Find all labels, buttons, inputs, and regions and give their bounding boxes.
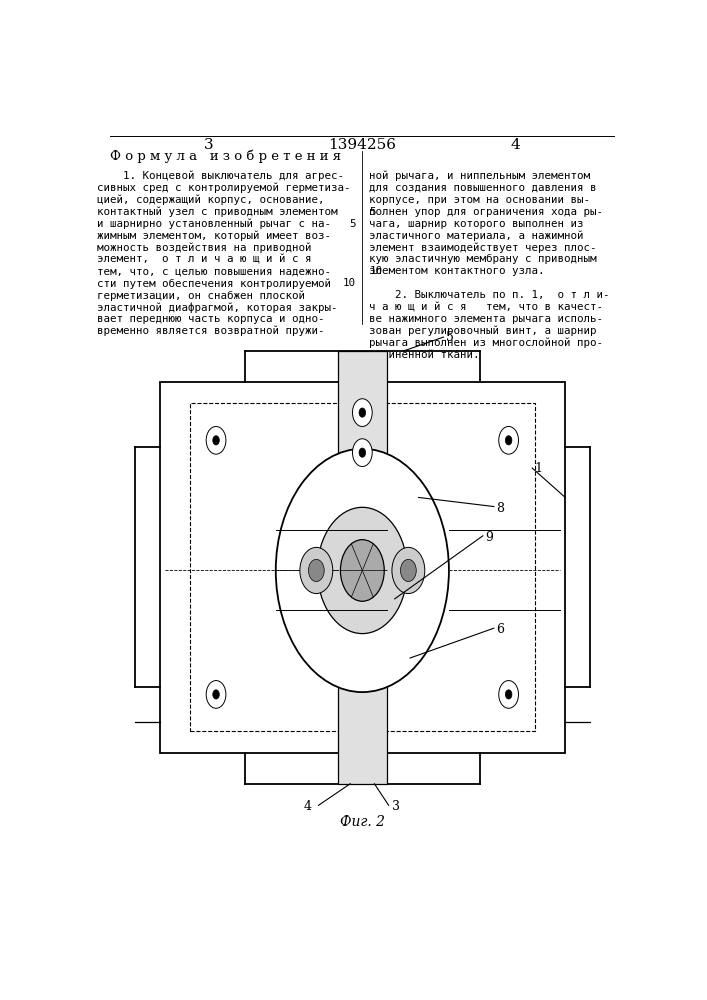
Circle shape bbox=[341, 540, 385, 601]
Text: 9: 9 bbox=[485, 531, 493, 544]
Circle shape bbox=[206, 681, 226, 708]
Text: 3: 3 bbox=[392, 800, 400, 813]
Circle shape bbox=[276, 449, 449, 692]
Bar bbox=[160, 382, 565, 753]
Circle shape bbox=[359, 448, 366, 457]
Circle shape bbox=[353, 439, 372, 467]
Text: 5: 5 bbox=[370, 207, 376, 217]
Text: 10: 10 bbox=[342, 278, 355, 288]
Text: и шарнирно установленный рычаг с на-: и шарнирно установленный рычаг с на- bbox=[97, 219, 331, 229]
Circle shape bbox=[392, 547, 425, 594]
Circle shape bbox=[498, 681, 518, 708]
Circle shape bbox=[317, 507, 407, 634]
Text: 1394256: 1394256 bbox=[328, 138, 397, 152]
Text: цией, содержащий корпус, основание,: цией, содержащий корпус, основание, bbox=[97, 195, 324, 205]
Circle shape bbox=[213, 690, 219, 699]
Circle shape bbox=[308, 559, 325, 582]
Circle shape bbox=[213, 436, 219, 445]
Text: Фиг. 2: Фиг. 2 bbox=[340, 815, 385, 829]
Text: элемент,  о т л и ч а ю щ и й с я: элемент, о т л и ч а ю щ и й с я bbox=[97, 254, 311, 264]
Circle shape bbox=[400, 559, 416, 582]
Circle shape bbox=[353, 399, 372, 426]
Text: зован регулировочный винт, а шарнир: зован регулировочный винт, а шарнир bbox=[370, 326, 597, 336]
Text: корпусе, при этом на основании вы-: корпусе, при этом на основании вы- bbox=[370, 195, 590, 205]
Text: чага, шарнир которого выполнен из: чага, шарнир которого выполнен из bbox=[370, 219, 584, 229]
Circle shape bbox=[506, 436, 512, 445]
Text: временно является возвратной пружи-: временно является возвратной пружи- bbox=[97, 326, 324, 336]
Text: тем, что, с целью повышения надежно-: тем, что, с целью повышения надежно- bbox=[97, 266, 331, 276]
Circle shape bbox=[359, 408, 366, 417]
Text: 1. Концевой выключатель для агрес-: 1. Концевой выключатель для агрес- bbox=[97, 171, 344, 181]
Text: можность воздействия на приводной: можность воздействия на приводной bbox=[97, 242, 311, 253]
Text: контактный узел с приводным элементом: контактный узел с приводным элементом bbox=[97, 207, 337, 217]
Text: 6: 6 bbox=[496, 623, 504, 636]
Circle shape bbox=[300, 547, 333, 594]
Text: элемент взаимодействует через плос-: элемент взаимодействует через плос- bbox=[370, 242, 597, 253]
Text: 3: 3 bbox=[204, 138, 214, 152]
Text: герметизации, он снабжен плоской: герметизации, он снабжен плоской bbox=[97, 290, 305, 301]
Text: жимным элементом, который имеет воз-: жимным элементом, который имеет воз- bbox=[97, 230, 331, 241]
Text: ве нажимного элемента рычага исполь-: ве нажимного элемента рычага исполь- bbox=[370, 314, 604, 324]
Text: вает переднюю часть корпуса и одно-: вает переднюю часть корпуса и одно- bbox=[97, 314, 324, 324]
Text: рычага выполнен из многослойной про-: рычага выполнен из многослойной про- bbox=[370, 338, 604, 348]
Circle shape bbox=[206, 426, 226, 454]
Text: ч а ю щ и й с я   тем, что в качест-: ч а ю щ и й с я тем, что в качест- bbox=[370, 302, 604, 312]
Text: полнен упор для ограничения хода ры-: полнен упор для ограничения хода ры- bbox=[370, 207, 604, 217]
Text: 4: 4 bbox=[303, 800, 312, 813]
Text: ной рычага, и ниппельным элементом: ной рычага, и ниппельным элементом bbox=[370, 171, 590, 181]
Text: 2. Выключатель по п. 1,  о т л и-: 2. Выключатель по п. 1, о т л и- bbox=[370, 290, 610, 300]
Text: 5: 5 bbox=[349, 219, 355, 229]
Text: сти путем обеспечения контролируемой: сти путем обеспечения контролируемой bbox=[97, 278, 331, 289]
Text: сивных сред с контролируемой герметиза-: сивных сред с контролируемой герметиза- bbox=[97, 183, 350, 193]
Text: 8: 8 bbox=[496, 502, 504, 515]
Text: кую эластичную мембрану с приводным: кую эластичную мембрану с приводным bbox=[370, 254, 597, 264]
Text: Ф о р м у л а   и з о б р е т е н и я: Ф о р м у л а и з о б р е т е н и я bbox=[110, 149, 341, 163]
Text: 4: 4 bbox=[511, 138, 520, 152]
Text: 10: 10 bbox=[370, 266, 382, 276]
Bar bbox=[189, 403, 535, 731]
Circle shape bbox=[498, 426, 518, 454]
Text: резиненной ткани.: резиненной ткани. bbox=[370, 350, 480, 360]
Text: элементом контактного узла.: элементом контактного узла. bbox=[370, 266, 545, 276]
Text: эластичной диафрагмой, которая закры-: эластичной диафрагмой, которая закры- bbox=[97, 302, 337, 313]
Text: для создания повышенного давления в: для создания повышенного давления в bbox=[370, 183, 597, 193]
Text: 1: 1 bbox=[534, 462, 542, 475]
Text: 5: 5 bbox=[445, 331, 453, 344]
Bar bbox=[338, 351, 387, 784]
Text: эластичного материала, а нажимной: эластичного материала, а нажимной bbox=[370, 230, 584, 241]
Circle shape bbox=[506, 690, 512, 699]
